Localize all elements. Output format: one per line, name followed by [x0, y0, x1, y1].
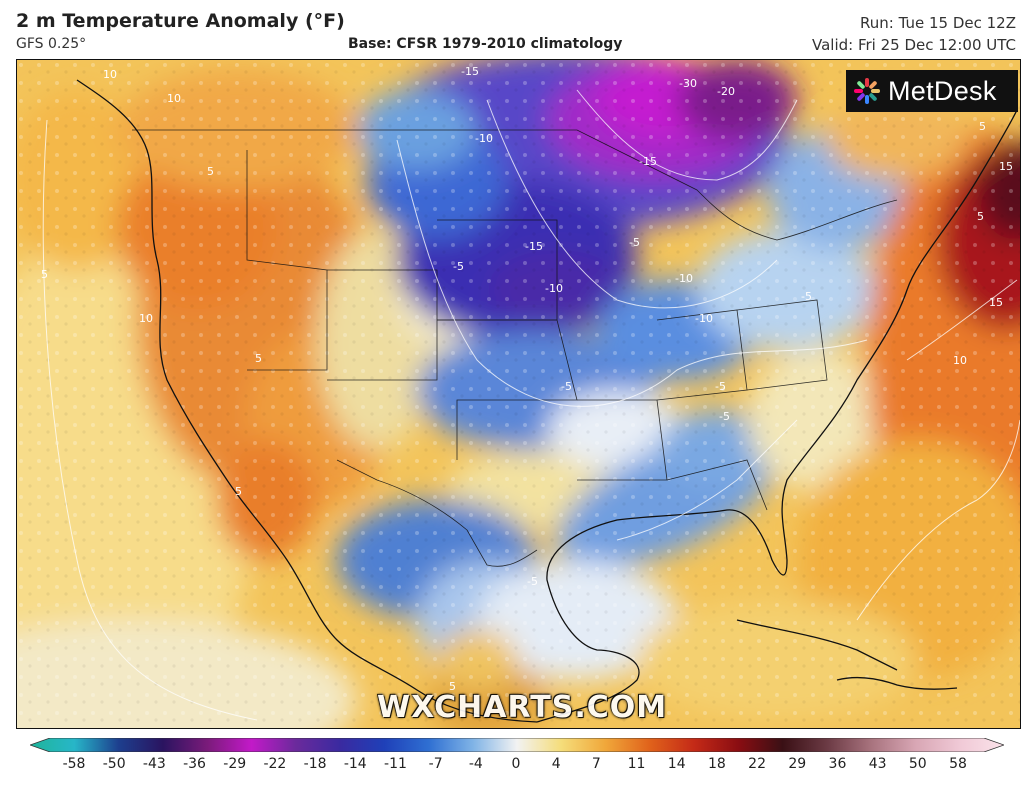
contour-label: -15 [639, 155, 657, 168]
map-canvas: -30 -20 -15 -15 -15 -10 -10 -10 -10 -5 -… [17, 60, 1020, 728]
contour-label: 10 [139, 312, 153, 325]
contour-label: -10 [475, 132, 493, 145]
colorbar-tick-label: 22 [748, 756, 766, 772]
colorbar-tick-label: 7 [591, 756, 601, 772]
contour-label: 15 [989, 296, 1003, 309]
contour-label: -5 [801, 290, 812, 303]
contour-label: 15 [999, 160, 1013, 173]
colorbar-tick-label: -36 [183, 756, 206, 772]
colorbar-ticks: -58 -50 -43 -36 -29 -22 -18 -14 -11 -7 -4 0 4 7 11 14 18… [0, 756, 1024, 778]
wxcharts-watermark: WXCHARTS.COM [377, 690, 668, 725]
contour-labels: -30 -20 -15 -15 -15 -10 -10 -10 -10 -5 -… [41, 65, 1013, 693]
contour-label: -20 [717, 85, 735, 98]
valid-time-label: Valid: Fri 25 Dec 12:00 UTC [812, 36, 1016, 54]
contour-label: 5 [979, 120, 986, 133]
contour-label: 5 [41, 268, 48, 281]
contour-label: 10 [167, 92, 181, 105]
colorbar-tick-label: -18 [303, 756, 327, 772]
contour-label: -5 [629, 236, 640, 249]
colorbar-tick-label: 58 [949, 756, 967, 772]
colorbar-tick-label: -58 [62, 756, 86, 772]
colorbar-strip [30, 738, 1004, 752]
colorbar-tick-label: -50 [102, 756, 126, 772]
contour-label: -15 [525, 240, 543, 253]
temperature-anomaly-map: -30 -20 -15 -15 -15 -10 -10 -10 -10 -5 -… [16, 59, 1021, 729]
contour-label: -5 [527, 575, 538, 588]
colorbar-tick-label: 14 [667, 756, 686, 772]
colorbar-tick-label: 4 [551, 756, 561, 772]
colorbar-tick-label: -29 [223, 756, 247, 772]
chart-title: 2 m Temperature Anomaly (°F) [16, 10, 345, 32]
model-label: GFS 0.25° [16, 36, 87, 52]
contour-label: -5 [453, 260, 464, 273]
colorbar-tick-label: -7 [428, 756, 443, 772]
noise-texture [17, 60, 1020, 728]
contour-lines [42, 89, 1020, 721]
contour-label: 5 [977, 210, 984, 223]
contour-label: 10 [953, 354, 967, 367]
contour-label: -5 [719, 410, 730, 423]
contour-label: -10 [675, 272, 693, 285]
contour-label: -5 [561, 380, 572, 393]
contour-label: 5 [235, 485, 242, 498]
metdesk-star-icon [854, 78, 880, 104]
colorbar-tick-label: 50 [908, 756, 927, 772]
colorbar-tick-label: 29 [788, 756, 807, 772]
colorbar-tick-label: -14 [343, 756, 367, 772]
colorbar-tick-label: -22 [263, 756, 287, 772]
contour-label: 10 [103, 68, 117, 81]
contour-label: -5 [715, 380, 726, 393]
metdesk-logo-text: MetDesk [888, 75, 997, 106]
colorbar-tick-label: 43 [868, 756, 887, 772]
colorbar-tick-label: 0 [511, 756, 521, 772]
contour-label: 5 [207, 165, 214, 178]
metdesk-logo: MetDesk [846, 70, 1018, 112]
contour-label: 5 [255, 352, 262, 365]
colorbar-tick-label: 18 [707, 756, 726, 772]
run-time-label: Run: Tue 15 Dec 12Z [860, 14, 1016, 32]
contour-label: -10 [545, 282, 563, 295]
coastlines [76, 79, 1018, 723]
climatology-base-label: Base: CFSR 1979-2010 climatology [348, 36, 623, 52]
colorbar-tick-label: -11 [384, 756, 407, 772]
contour-label: -10 [695, 312, 713, 325]
colorbar-tick-label: -4 [468, 756, 483, 772]
colorbar-tick-label: 11 [627, 756, 646, 772]
contour-label: 5 [449, 680, 456, 693]
contour-label: -30 [679, 77, 697, 90]
contour-label: -15 [461, 65, 479, 78]
colorbar-tick-label: -43 [142, 756, 166, 772]
colorbar-tick-label: 36 [828, 756, 847, 772]
political-borders [132, 129, 898, 567]
colorbar [30, 738, 1004, 752]
